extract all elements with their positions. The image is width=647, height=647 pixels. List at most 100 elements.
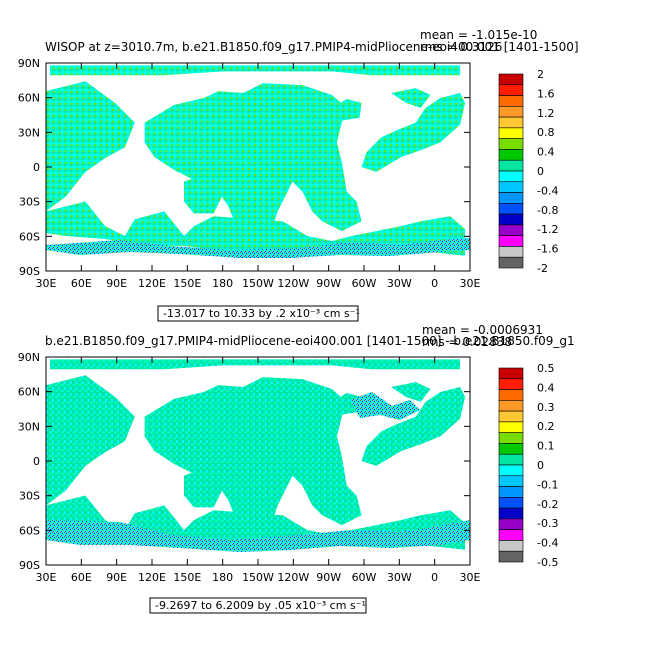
panel-1-colorbar-label: 0 (537, 165, 544, 178)
panel-2-colorbar-box (498, 497, 524, 509)
panel-1-x-tick-label: 150E (173, 277, 201, 290)
panel-2-x-tick-label: 60W (352, 571, 377, 584)
panel-2-x-tick-label: 90E (106, 571, 127, 584)
panel-2-colorbar-box (498, 400, 524, 412)
panel-2-colorbar-label: -0.1 (537, 478, 558, 491)
panel-2-x-tick-label: 90W (316, 571, 341, 584)
panel-1-x-tick-label: 30E (36, 277, 57, 290)
panel-2-colorbar-label: -0.2 (537, 498, 558, 511)
panel-1-y-tick-label: 30N (18, 126, 40, 139)
panel-1-colorbar-label: -1.2 (537, 223, 558, 236)
panel-2-colorbar: 0.5 0.4 0.3 0.2 0.1 0 -0.1 -0.2 -0.3 -0.4 -0.5 (498, 362, 558, 569)
panel-1-colorbar-box (498, 235, 524, 247)
panel-1-x-axis: 30E 60E 90E 120E 150E 180 150W 120W 90W 60W 30W 0 30… (36, 63, 481, 290)
panel-2-y-tick-label: 60N (18, 386, 40, 399)
panel-2-x-tick-label: 180 (212, 571, 233, 584)
panel-1-colorbar-label: 1.2 (537, 107, 555, 120)
panel-2-x-tick-label: 30E (36, 571, 57, 584)
panel-1-colorbar-box (498, 181, 524, 193)
panel-1-y-axis: 90N 60N 30N 0 30S 60S 90S (18, 57, 470, 278)
panel-2: b.e21.B1850.f09_g17.PMIP4-midPliocene-eo… (18, 323, 575, 614)
panel-2-map (45, 356, 471, 566)
panel-2-colorbar-box (498, 410, 524, 423)
panel-1-colorbar-box (498, 149, 524, 161)
panel-2-x-tick-label: 120E (138, 571, 166, 584)
panel-1-colorbar-label: -2 (537, 262, 548, 275)
panel-2-colorbar-box (498, 389, 524, 401)
panel-1-y-tick-label: 90N (18, 57, 40, 70)
panel-2-colorbar-box (498, 518, 524, 530)
panel-1-x-tick-label: 60W (352, 277, 377, 290)
panel-1-x-tick-label: 180 (212, 277, 233, 290)
panel-2-colorbar-box (498, 421, 524, 433)
panel-1-x-tick-label: 120W (277, 277, 309, 290)
panel-2-colorbar-label: 0.1 (537, 440, 555, 453)
panel-2-colorbar-box (498, 443, 524, 455)
panel-1-colorbar-box (498, 203, 524, 215)
panel-2-range-label: -9.2697 to 6.2009 by .05 x10⁻³ cm s⁻¹ (155, 599, 366, 612)
panel-1-x-tick-label: 150W (242, 277, 274, 290)
panel-1-colorbar-box (498, 213, 524, 226)
panel-2-y-tick-label: 0 (33, 455, 40, 468)
panel-2-colorbar-label: 0.3 (537, 401, 555, 414)
panel-2-y-tick-label: 60S (19, 524, 40, 537)
panel-2-x-tick-label: 150E (173, 571, 201, 584)
panel-1-southern-ocean-band (46, 238, 470, 258)
panel-1-title: WISOP at z=3010.7m, b.e21.B1850.f09_g17.… (45, 40, 579, 54)
panel-2-x-tick-label: 0 (431, 571, 438, 584)
panel-1-colorbar-box (498, 127, 524, 139)
panel-1: WISOP at z=3010.7m, b.e21.B1850.f09_g17.… (18, 28, 579, 322)
panel-1-colorbar-box (498, 138, 524, 150)
panel-2-x-tick-label: 150W (242, 571, 274, 584)
panel-1-x-tick-label: 90W (316, 277, 341, 290)
panel-1-colorbar: 2 1.6 1.2 0.8 0.4 0 -0.4 -0.8 -1.2 -1.6 -2 (498, 68, 558, 275)
panel-1-colorbar-label: -0.4 (537, 184, 558, 197)
panel-1-mean: mean = -1.015e-10 (420, 28, 537, 42)
panel-1-y-tick-label: 30S (19, 196, 40, 209)
panel-2-colorbar-box (498, 432, 524, 444)
panel-1-colorbar-label: 1.6 (537, 87, 555, 100)
panel-1-rms: rms = 0.3126 (420, 40, 502, 54)
panel-2-range-box (149, 597, 367, 614)
panel-2-x-tick-label: 60E (71, 571, 92, 584)
panel-2-x-tick-label: 120W (277, 571, 309, 584)
panel-1-x-tick-label: 30E (460, 277, 481, 290)
panel-1-colorbar-box (498, 95, 524, 107)
panel-2-colorbar-box (498, 378, 524, 390)
panel-1-colorbar-label: 2 (537, 68, 544, 81)
panel-1-colorbar-label: -1.6 (537, 243, 558, 256)
panel-2-colorbar-label: 0.2 (537, 420, 555, 433)
panel-2-title: b.e21.B1850.f09_g17.PMIP4-midPliocene-eo… (45, 334, 575, 348)
panel-2-colorbar-label: -0.4 (537, 537, 558, 550)
panel-1-colorbar-box (498, 106, 524, 118)
panel-1-colorbar-box (498, 192, 524, 204)
panel-1-x-tick-label: 60E (71, 277, 92, 290)
panel-1-range-label: -13.017 to 10.33 by .2 x10⁻³ cm s⁻¹ (163, 307, 360, 320)
panel-2-x-tick-label: 30W (387, 571, 412, 584)
panel-1-map (45, 62, 471, 272)
panel-1-colorbar-label: -0.8 (537, 204, 558, 217)
panel-2-colorbar-label: 0.4 (537, 381, 555, 394)
panel-2-colorbar-box (498, 529, 524, 541)
panel-1-colorbar-label: 0.4 (537, 146, 555, 159)
panel-2-y-tick-label: 30S (19, 490, 40, 503)
panel-2-colorbar-box (498, 507, 524, 520)
panel-1-colorbar-box (498, 256, 524, 269)
panel-1-colorbar-box (498, 159, 524, 172)
panel-1-y-tick-label: 60N (18, 92, 40, 105)
panel-2-colorbar-box (498, 464, 524, 477)
panel-1-x-tick-label: 90E (106, 277, 127, 290)
panel-2-mean: mean = -0.0006931 (422, 323, 543, 337)
panel-2-y-tick-label: 90S (19, 559, 40, 572)
panel-1-y-tick-label: 0 (33, 161, 40, 174)
panel-2-colorbar-box (498, 486, 524, 498)
panel-1-y-tick-label: 60S (19, 230, 40, 243)
panel-1-range-box (157, 305, 359, 322)
panel-1-colorbar-box (498, 170, 524, 183)
panel-2-colorbar-box (498, 453, 524, 466)
panel-2-colorbar-box (498, 550, 524, 563)
panel-2-colorbar-label: 0 (537, 459, 544, 472)
panel-2-x-axis: 30E 60E 90E 120E 150E 180 150W 120W 90W 60W 30W 0 30… (36, 357, 481, 584)
panel-2-colorbar-box (498, 540, 524, 552)
